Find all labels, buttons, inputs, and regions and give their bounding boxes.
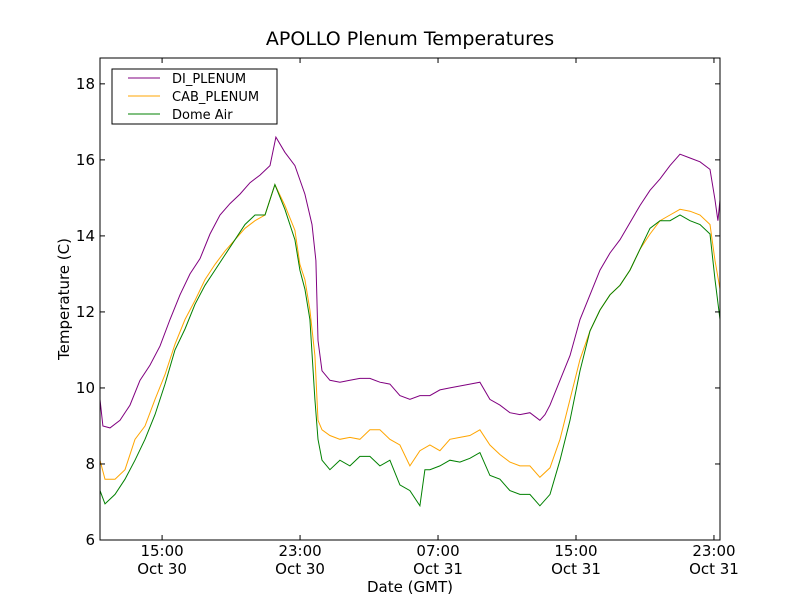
x-tick-label-time: 07:00 xyxy=(416,542,459,560)
y-axis-label: Temperature (C) xyxy=(55,238,73,361)
legend-label: Dome Air xyxy=(172,108,233,123)
y-tick-label: 14 xyxy=(76,227,95,245)
y-tick-label: 6 xyxy=(85,531,95,549)
x-tick-label-date: Oct 30 xyxy=(137,560,187,578)
x-tick-label-time: 23:00 xyxy=(692,542,735,560)
x-tick-label-date: Oct 31 xyxy=(413,560,463,578)
x-tick-label-date: Oct 30 xyxy=(275,560,325,578)
x-tick-label-time: 15:00 xyxy=(554,542,597,560)
series-layer xyxy=(99,135,721,508)
series-line-di-plenum xyxy=(99,135,721,429)
y-tick-label: 18 xyxy=(76,75,95,93)
y-tick-label: 16 xyxy=(76,151,95,169)
legend: DI_PLENUM CAB_PLENUM Dome Air xyxy=(111,68,278,125)
series-line-dome-air xyxy=(99,183,721,508)
x-tick-label-time: 23:00 xyxy=(278,542,321,560)
x-tick-label-time: 15:00 xyxy=(140,542,183,560)
x-tick-label-date: Oct 31 xyxy=(689,560,739,578)
x-axis-label: Date (GMT) xyxy=(367,578,453,596)
x-tick-label-date: Oct 31 xyxy=(551,560,601,578)
y-tick-label: 10 xyxy=(76,379,95,397)
plot-frame xyxy=(99,57,721,541)
y-axis: 6 8 10 12 14 16 18 xyxy=(76,75,720,549)
y-tick-label: 12 xyxy=(76,303,95,321)
chart-title: APOLLO Plenum Temperatures xyxy=(266,28,554,50)
legend-label: CAB_PLENUM xyxy=(172,90,259,105)
series-line-cab-plenum xyxy=(99,183,721,480)
y-tick-label: 8 xyxy=(85,455,95,473)
legend-label: DI_PLENUM xyxy=(172,72,246,87)
